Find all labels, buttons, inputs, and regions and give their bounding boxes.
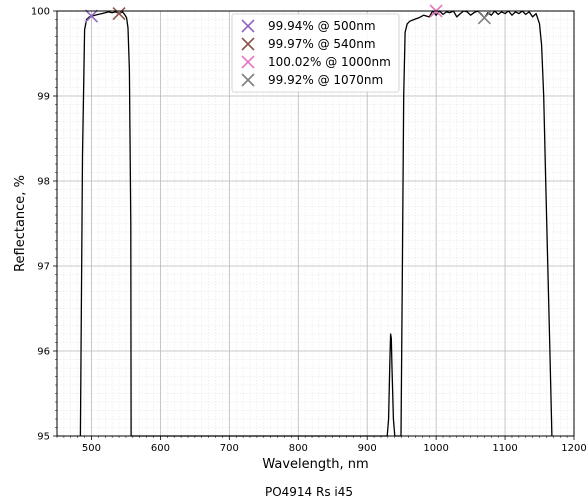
legend-label: 99.94% @ 500nm bbox=[268, 19, 376, 33]
marker-stroke bbox=[112, 6, 126, 21]
y-tick-label: 100 bbox=[31, 7, 50, 18]
legend-marker bbox=[241, 37, 255, 51]
x-tick-label: 500 bbox=[82, 443, 101, 454]
marker-stroke bbox=[241, 19, 255, 33]
marker-stroke bbox=[241, 37, 255, 51]
marker-stroke bbox=[84, 9, 99, 23]
marker-stroke bbox=[477, 11, 491, 25]
chart-caption: PO4914 Rs i45 bbox=[265, 485, 353, 499]
legend-box bbox=[231, 13, 400, 93]
legend: 99.94% @ 500nm 99.97% @ 540nm 100.02% @ 10… bbox=[231, 13, 400, 93]
legend-label: 99.92% @ 1070nm bbox=[268, 73, 383, 87]
y-tick-label: 96 bbox=[37, 347, 50, 358]
legend-label: 99.97% @ 540nm bbox=[268, 37, 376, 51]
x-tick-label: 800 bbox=[289, 443, 308, 454]
x-tick-label: 700 bbox=[220, 443, 239, 454]
legend-marker bbox=[241, 73, 255, 87]
y-tick-label: 98 bbox=[37, 177, 50, 188]
x-tick-label: 1000 bbox=[423, 443, 448, 454]
x-axis-label: Wavelength, nm bbox=[262, 457, 368, 472]
legend-marker bbox=[241, 19, 255, 33]
data-marker bbox=[84, 9, 99, 23]
marker-stroke bbox=[241, 55, 255, 69]
x-tick-label: 600 bbox=[151, 443, 170, 454]
x-tick-label: 1200 bbox=[561, 443, 586, 454]
legend-label: 100.02% @ 1000nm bbox=[268, 55, 391, 69]
data-marker bbox=[477, 11, 491, 25]
x-tick-label: 900 bbox=[358, 443, 377, 454]
minor-grid bbox=[56, 11, 574, 436]
ticks-layer: 500 600 700 800 900 1000 1100 1200 95 96 97 98 99 100 bbox=[31, 7, 587, 455]
legend-marker bbox=[241, 55, 255, 69]
y-tick-label: 97 bbox=[37, 262, 50, 273]
data-marker bbox=[112, 6, 126, 21]
x-tick-label: 1100 bbox=[492, 443, 517, 454]
y-tick-label: 99 bbox=[37, 92, 50, 103]
y-axis-label: Reflectance, % bbox=[13, 175, 28, 272]
marker-stroke bbox=[241, 73, 255, 87]
y-tick-label: 95 bbox=[37, 432, 50, 443]
